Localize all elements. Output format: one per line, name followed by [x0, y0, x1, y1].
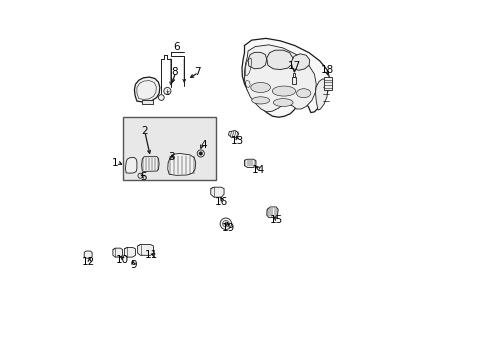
Circle shape [163, 87, 171, 95]
Polygon shape [113, 248, 122, 257]
Text: 8: 8 [171, 67, 178, 77]
Bar [122, 117, 215, 180]
Polygon shape [125, 157, 137, 173]
Ellipse shape [251, 97, 269, 104]
Polygon shape [84, 251, 92, 258]
Circle shape [220, 218, 231, 229]
Text: 4: 4 [200, 140, 206, 150]
Text: 16: 16 [214, 197, 227, 207]
Text: 10: 10 [116, 255, 129, 265]
Polygon shape [210, 187, 224, 197]
Polygon shape [137, 244, 153, 255]
Text: 17: 17 [287, 61, 301, 71]
Ellipse shape [272, 86, 295, 96]
Circle shape [225, 222, 226, 223]
Bar [291, 77, 296, 84]
Circle shape [226, 223, 227, 224]
Polygon shape [315, 79, 327, 110]
Polygon shape [244, 159, 255, 167]
Polygon shape [124, 247, 135, 257]
Text: 12: 12 [81, 257, 95, 267]
Text: 5: 5 [140, 172, 146, 182]
Polygon shape [244, 45, 316, 112]
Circle shape [158, 95, 164, 100]
Polygon shape [247, 52, 266, 69]
Polygon shape [142, 157, 159, 171]
Text: 7: 7 [194, 67, 201, 77]
Polygon shape [290, 54, 309, 70]
Polygon shape [266, 207, 278, 218]
Text: 19: 19 [221, 224, 235, 233]
Polygon shape [242, 39, 329, 117]
Bar [142, 100, 153, 104]
Circle shape [199, 152, 202, 155]
Text: 3: 3 [167, 152, 174, 162]
Text: 13: 13 [230, 136, 244, 146]
Polygon shape [134, 77, 160, 102]
Bar [292, 73, 295, 77]
Circle shape [225, 225, 226, 226]
Bar [324, 77, 331, 90]
Text: 2: 2 [141, 126, 147, 135]
Text: 1: 1 [111, 158, 118, 168]
Ellipse shape [296, 89, 310, 98]
Polygon shape [228, 131, 238, 138]
Text: 18: 18 [320, 64, 333, 75]
Text: 14: 14 [252, 165, 265, 175]
Ellipse shape [273, 99, 292, 107]
Text: 6: 6 [173, 42, 179, 52]
Text: 9: 9 [130, 260, 136, 270]
Circle shape [197, 150, 204, 157]
Circle shape [138, 173, 142, 178]
Polygon shape [266, 50, 292, 69]
Polygon shape [167, 153, 195, 175]
Ellipse shape [250, 82, 270, 93]
Text: 11: 11 [144, 249, 158, 260]
Text: 15: 15 [269, 215, 283, 225]
